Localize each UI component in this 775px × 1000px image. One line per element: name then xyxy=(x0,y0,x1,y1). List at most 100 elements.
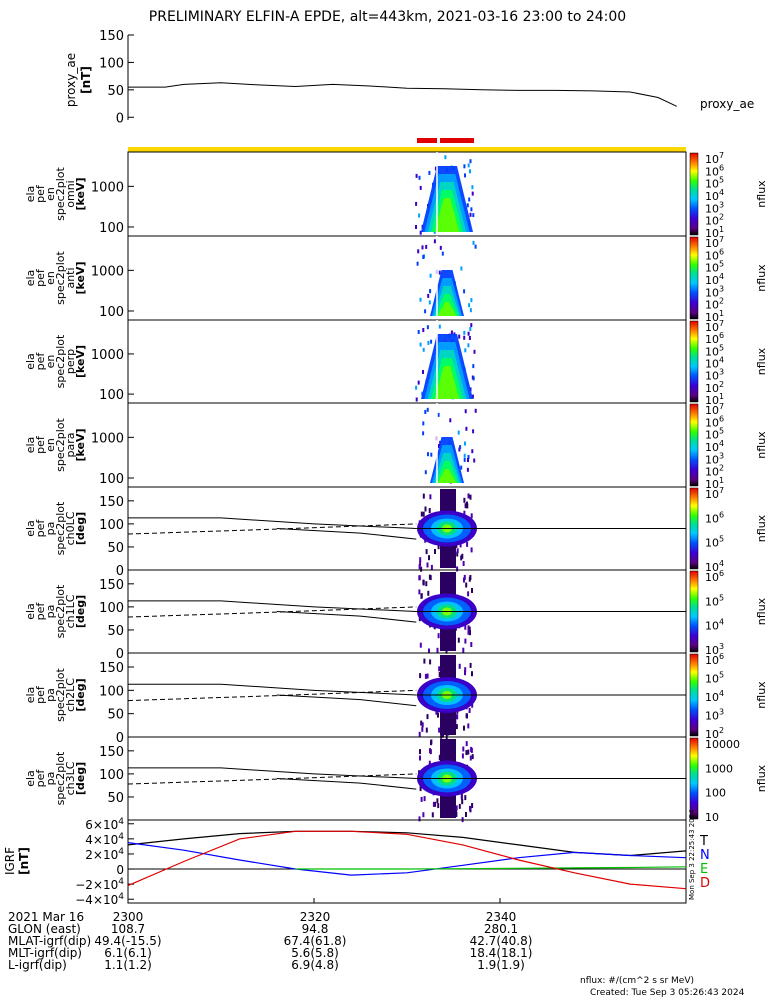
spectrogram-cell xyxy=(422,493,425,499)
ephemeris-value: 2300 xyxy=(113,910,144,924)
spectrogram-cell xyxy=(417,380,420,385)
colorbar-tick-label: 103 xyxy=(705,200,724,215)
colorbar-tick-label: 104 xyxy=(705,618,724,633)
spectrogram-cell xyxy=(464,670,466,676)
panel-ylabel: ela xyxy=(24,270,37,287)
ephemeris-value: 1.1(1.2) xyxy=(104,958,152,972)
spectrogram-cell xyxy=(463,577,465,583)
spectrogram-cell xyxy=(458,663,461,669)
colorbar xyxy=(689,487,699,570)
colorbar-tick-label: 103 xyxy=(705,451,724,466)
colorbar-tick-label: 102 xyxy=(705,380,724,395)
spectrogram-cell xyxy=(464,667,467,673)
igrf-series-E xyxy=(295,866,687,870)
spectrogram-cell xyxy=(426,407,429,412)
spectrogram-cell xyxy=(473,349,476,354)
spectrogram-cell xyxy=(467,493,470,499)
spectrogram-cell xyxy=(427,452,429,457)
ephemeris-value: 18.4(18.1) xyxy=(470,946,533,960)
panel-ylabel: perp xyxy=(64,349,77,374)
panel-ylabel: [deg] xyxy=(74,595,87,628)
spectrogram-cell xyxy=(417,249,420,254)
spectrogram-cell xyxy=(469,630,471,636)
spectrogram-cell xyxy=(426,714,429,720)
spectrogram-cell xyxy=(429,748,431,754)
loss-cone-line xyxy=(276,528,417,540)
spectrogram-cell xyxy=(419,755,421,761)
spectrogram xyxy=(416,239,477,316)
spectrogram-cell xyxy=(470,747,473,753)
spectrogram-cell xyxy=(459,445,462,450)
spectrogram-cell xyxy=(469,575,472,580)
colorbar-tick-label: 105 xyxy=(705,176,724,191)
spectrogram-cell xyxy=(449,418,452,423)
panel-ylabel: [keV] xyxy=(74,177,87,210)
spectrogram-cell xyxy=(463,335,466,340)
panel-ytick-label: 1000 xyxy=(91,264,124,279)
spectrogram-layer xyxy=(437,302,457,316)
ephemeris-value: 2320 xyxy=(300,910,331,924)
colorbar-tick-label: 106 xyxy=(705,247,724,262)
spectrogram-cell xyxy=(430,339,433,344)
panel-ylabel: en xyxy=(44,271,57,285)
panel-ytick-label: 1000 xyxy=(91,431,124,446)
spectrogram-cell xyxy=(419,230,422,235)
panel-ytick-label: 100 xyxy=(99,221,124,236)
spectrogram-cell xyxy=(420,511,423,517)
spectrogram-cell xyxy=(433,239,436,244)
spectrogram-cell xyxy=(420,720,423,726)
spectrogram-cell xyxy=(469,159,472,164)
loss-cone-line xyxy=(128,767,417,779)
spectrogram-cell xyxy=(469,212,472,217)
ephemeris-label: MLAT-igrf(dip) xyxy=(8,934,91,948)
spectrogram-cell xyxy=(444,155,447,160)
spectrogram-cell xyxy=(470,547,473,553)
colorbar-tick-label: 101 xyxy=(705,476,724,491)
panel-ytick-label: 100 xyxy=(99,601,124,616)
colorbar-tick-label: 107 xyxy=(705,486,724,501)
spectrogram-cell xyxy=(425,244,428,249)
spectrogram-cell xyxy=(467,331,470,336)
spectrogram-cell xyxy=(425,549,428,555)
spectrogram-cell xyxy=(422,328,425,332)
spectrogram-cell xyxy=(471,671,473,677)
spectrogram-cell xyxy=(466,541,469,547)
colorbar-label: nflux xyxy=(755,597,768,625)
loss-cone-line xyxy=(128,517,417,529)
spectrogram-cell xyxy=(425,727,428,733)
panel-ytick-label: 1000 xyxy=(91,180,124,195)
colorbar xyxy=(689,320,699,403)
panel-ytick-label: 50 xyxy=(107,708,124,723)
igrf-series-D xyxy=(127,830,687,890)
colorbar-tick-label: 106 xyxy=(705,331,724,346)
panel-ylabel: ela xyxy=(24,186,37,203)
spectrogram-cell xyxy=(429,659,432,665)
igrf-legend-N: N xyxy=(700,848,710,863)
panel-ylabel: [deg] xyxy=(74,512,87,545)
proxy-ae-ylabel: proxy_ae xyxy=(64,53,78,107)
panel-frame xyxy=(127,819,687,904)
panel-ylabel: en xyxy=(44,355,57,369)
spectrogram-cell xyxy=(469,805,471,811)
spectrogram-cell xyxy=(469,327,472,331)
igrf-ytick-label: 4×104 xyxy=(85,832,124,847)
ephemeris-value: 6.9(4.8) xyxy=(291,958,339,972)
spectrogram-cell xyxy=(471,754,474,760)
spectrogram-cell xyxy=(417,330,420,334)
spectrogram-cell xyxy=(427,293,430,298)
spectrogram-cell xyxy=(471,185,474,190)
ephemeris-value: 1.9(1.9) xyxy=(477,958,525,972)
spectrogram-cell xyxy=(430,740,432,746)
panel-ylabel: spec2plot xyxy=(54,167,67,221)
spectrogram-cell xyxy=(460,795,463,800)
panel-ylabel: [keV] xyxy=(74,428,87,461)
panel-ylabel: en xyxy=(44,187,57,201)
colorbar-tick-label: 102 xyxy=(705,297,724,312)
panel-ylabel: [keV] xyxy=(74,345,87,378)
panel-ylabel: pef xyxy=(34,685,47,704)
colorbar-tick-label: 104 xyxy=(705,188,724,203)
spectrogram-cell xyxy=(464,638,467,644)
spectrogram-cell xyxy=(470,323,473,328)
spectrogram-cell xyxy=(463,457,466,462)
panel-ylabel: ch0LC xyxy=(64,511,77,545)
